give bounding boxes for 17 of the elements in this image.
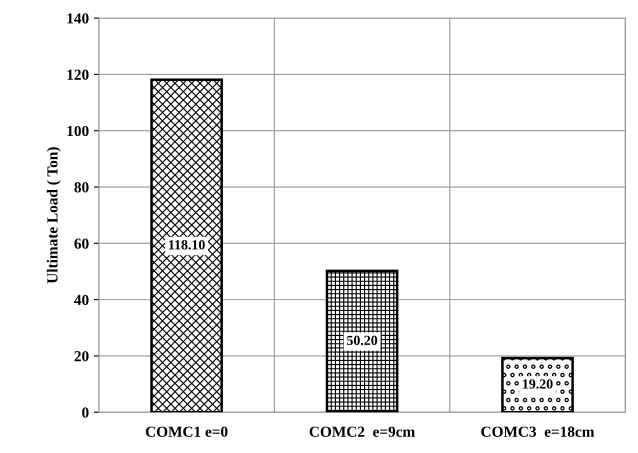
data-label: 50.20 bbox=[346, 336, 378, 346]
data-label: 19.20 bbox=[523, 379, 553, 389]
bar bbox=[150, 78, 223, 412]
bar bbox=[326, 270, 398, 412]
y-tick-label: 60 bbox=[74, 238, 89, 249]
y-tick-label: 40 bbox=[74, 294, 89, 306]
y-axis-title: Ultimate Load ( Ton) bbox=[46, 147, 61, 284]
x-tick-label: COMC1 e=0 bbox=[146, 426, 228, 437]
x-tick-label: COMC3 e=18cm bbox=[481, 426, 594, 437]
y-tick-label: 0 bbox=[82, 407, 89, 418]
y-tick-label: 140 bbox=[67, 13, 89, 24]
data-label: 118.10 bbox=[169, 240, 205, 250]
y-tick-label: 20 bbox=[74, 351, 89, 362]
y-tick-label: 120 bbox=[67, 70, 89, 80]
y-tick-label: 80 bbox=[74, 182, 89, 192]
y-tick-label: 100 bbox=[67, 126, 89, 136]
x-tick-label: COMC2 e=9cm bbox=[310, 426, 415, 437]
